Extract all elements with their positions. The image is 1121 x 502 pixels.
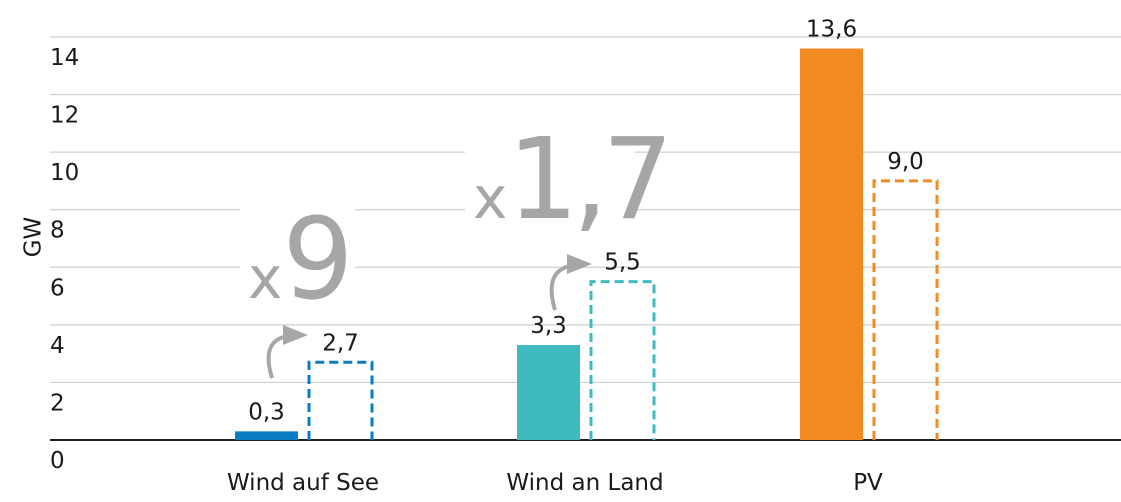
arrow-head: [567, 254, 592, 274]
annotation-background: [240, 198, 355, 310]
arrow: [549, 262, 581, 311]
value-label: 3,3: [530, 313, 567, 339]
bar: [589, 280, 656, 440]
bar: [800, 48, 863, 441]
x-tick-label: Wind auf See: [227, 470, 379, 496]
y-tick-label: 0: [50, 448, 65, 474]
annotation-background: [465, 118, 635, 230]
bars: Wind auf See 0,3 2,7 Wind an Land 3,3 5,5 PV 13…: [227, 17, 939, 496]
bar: [517, 345, 580, 440]
value-label: 13,6: [806, 17, 857, 43]
annotations: x9 x1,7: [240, 115, 673, 325]
bar: [235, 431, 298, 440]
value-label: 5,5: [604, 250, 641, 276]
y-axis-label: GW: [21, 217, 47, 258]
y-tick-label: 8: [50, 218, 65, 244]
arrows: [266, 254, 592, 379]
annotation-factor: 1,7: [507, 115, 667, 245]
value-label: 9,0: [887, 149, 924, 175]
y-tick-label: 6: [50, 275, 65, 301]
annotation-prefix: x: [473, 164, 507, 232]
arrow-head: [283, 325, 308, 345]
y-tick-label: 12: [50, 103, 79, 129]
value-label: 2,7: [322, 330, 359, 356]
x-tick-label: PV: [853, 470, 883, 496]
annotation: x1,7: [473, 115, 667, 245]
bar: [307, 360, 374, 440]
arrow: [266, 333, 297, 379]
value-label: 0,3: [248, 399, 285, 425]
annotation-prefix: x: [248, 244, 282, 312]
grid: 0 2 4 6 8 10 12 14: [50, 36, 1121, 474]
y-tick-label: 2: [50, 390, 65, 416]
annotation-factor: 9: [282, 195, 347, 325]
y-tick-label: 4: [50, 333, 65, 359]
x-tick-label: Wind an Land: [506, 470, 663, 496]
bar: [872, 179, 939, 440]
annotation: x9: [248, 195, 348, 325]
y-tick-label: 14: [50, 45, 79, 71]
y-tick-label: 10: [50, 160, 79, 186]
